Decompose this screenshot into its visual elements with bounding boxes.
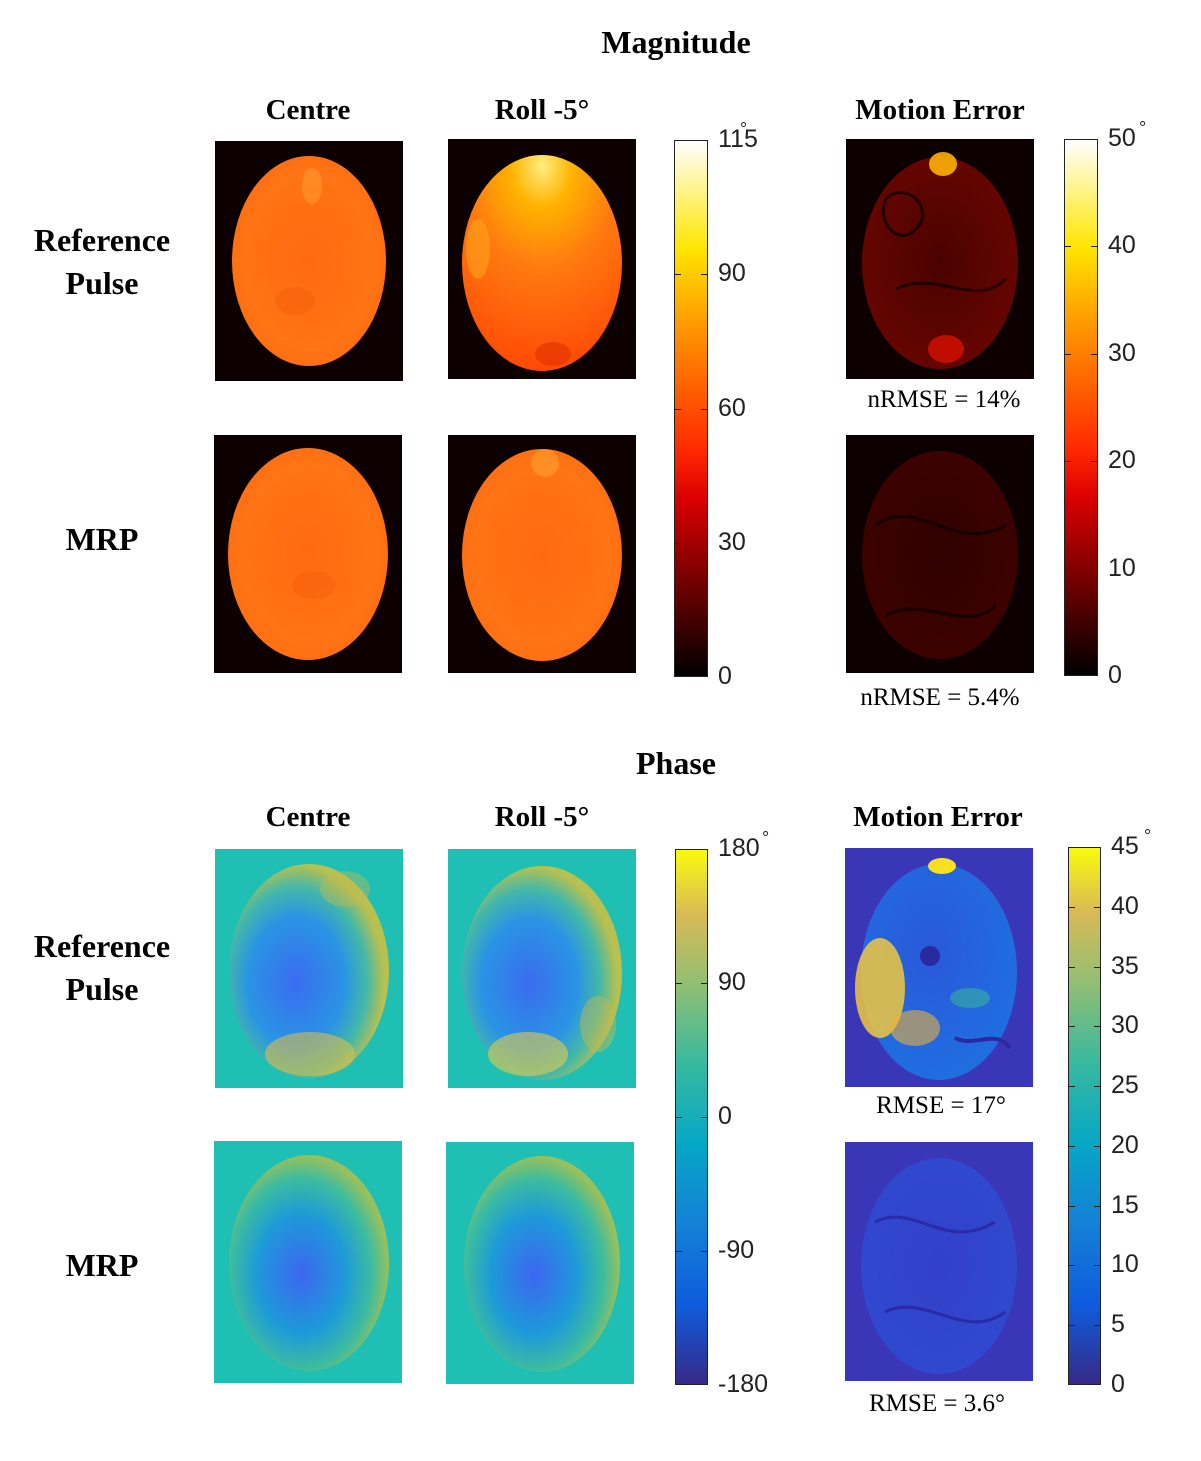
mag-error-colorbar-tick-mark <box>1091 461 1098 463</box>
phase-ref-error-map <box>845 848 1033 1087</box>
phase-error-colorbar-tick-mark <box>1094 906 1101 908</box>
phase-row-reference-pulse: Reference Pulse <box>33 928 171 1007</box>
phase-error-colorbar-tick-label: 35 <box>1111 951 1139 980</box>
mag-mrp-nrmse: nRMSE = 5.4% <box>860 684 1020 711</box>
phase-error-colorbar-tick-label: 5 <box>1111 1310 1125 1339</box>
phase-row-mrp: MRP <box>65 1247 139 1283</box>
mag-mrp-centre-map <box>214 435 402 673</box>
phase-error-colorbar-tick-mark <box>1094 1205 1101 1207</box>
phase-col-roll: Roll -5° <box>494 801 590 833</box>
phase-main-colorbar-tick-mark <box>675 1117 682 1118</box>
phase-error-colorbar-tick-mark <box>1068 1325 1075 1327</box>
phase-main-colorbar-tick-mark <box>701 1251 708 1252</box>
mag-main-colorbar-tick-mark <box>674 542 681 544</box>
mag-main-colorbar-tick-label: 30 <box>718 527 746 556</box>
phase-main-colorbar-tick-label: -90 <box>718 1236 755 1264</box>
phase-error-colorbar-tick-label: 10 <box>1111 1250 1139 1279</box>
phase-error-colorbar-tick-mark <box>1068 1086 1075 1088</box>
magnitude-title: Magnitude <box>601 24 751 60</box>
phase-error-colorbar-tick-label: 30 <box>1111 1011 1139 1040</box>
phase-error-colorbar-tick-mark <box>1094 1026 1101 1028</box>
mag-row-mrp: MRP <box>65 521 139 557</box>
mag-error-colorbar <box>1064 139 1098 676</box>
phase-mrp-error-map <box>845 1142 1033 1381</box>
phase-col-motion-error: Motion Error <box>853 801 1023 833</box>
mag-error-colorbar-tick-label: 50 <box>1108 124 1136 152</box>
mag-main-colorbar-tick-mark <box>674 274 681 276</box>
phase-error-colorbar-tick-mark <box>1068 1265 1075 1267</box>
mag-main-colorbar-tick-mark <box>701 274 708 276</box>
mag-error-colorbar-tick-label: 40 <box>1108 231 1136 260</box>
phase-error-colorbar-tick-mark <box>1068 1205 1075 1207</box>
mag-error-colorbar-tick-label: 30 <box>1108 338 1136 367</box>
phase-main-colorbar-tick-mark <box>675 983 682 984</box>
phase-col-centre: Centre <box>265 801 351 833</box>
phase-error-colorbar-tick-mark <box>1094 1325 1101 1327</box>
phase-mrp-roll-map <box>446 1142 634 1384</box>
mag-mrp-roll-map <box>448 435 636 673</box>
mag-col-motion-error: Motion Error <box>855 94 1025 126</box>
phase-main-colorbar-tick-mark <box>701 983 708 984</box>
mag-main-colorbar-tick-label: 60 <box>718 393 746 422</box>
mag-error-colorbar-tick-label: 0 <box>1108 661 1122 689</box>
phase-error-colorbar-tick-label: 40 <box>1111 891 1139 920</box>
mag-col-centre: Centre <box>265 94 351 126</box>
mag-error-colorbar-tick-mark <box>1091 353 1098 355</box>
phase-error-colorbar-tick-label: 45 <box>1111 832 1139 860</box>
phase-ref-centre-map <box>215 849 403 1088</box>
mag-error-colorbar-tick-label: 10 <box>1108 553 1136 582</box>
mag-error-colorbar-tick-mark <box>1064 568 1071 570</box>
mag-error-colorbar-tick-mark <box>1064 461 1071 463</box>
phase-error-colorbar-tick-mark <box>1068 906 1075 908</box>
mag-error-colorbar-tick-mark <box>1064 353 1071 355</box>
phase-main-colorbar-unit: ° <box>762 828 770 848</box>
phase-main-colorbar-tick-label: 90 <box>718 968 746 996</box>
mag-main-colorbar-tick-mark <box>674 408 681 410</box>
phase-error-colorbar <box>1068 847 1101 1385</box>
mag-error-colorbar-tick-mark <box>1091 568 1098 570</box>
phase-main-colorbar-tick-label: 180 <box>718 834 760 862</box>
phase-error-colorbar-tick-mark <box>1094 1145 1101 1147</box>
phase-ref-roll-map <box>448 849 636 1088</box>
phase-error-colorbar-tick-label: 25 <box>1111 1071 1139 1100</box>
mag-error-colorbar-unit: ° <box>1139 118 1147 138</box>
mag-ref-nrmse: nRMSE = 14% <box>867 386 1021 413</box>
mag-main-colorbar-unit: ° <box>740 119 748 139</box>
phase-error-colorbar-tick-label: 15 <box>1111 1190 1139 1219</box>
mag-error-colorbar-tick-label: 20 <box>1108 446 1136 475</box>
mag-error-colorbar-tick-mark <box>1091 246 1098 248</box>
phase-error-colorbar-tick-mark <box>1094 1265 1101 1267</box>
mag-row-reference-pulse: Reference Pulse <box>33 222 171 301</box>
phase-error-colorbar-tick-mark <box>1068 1026 1075 1028</box>
phase-error-colorbar-tick-label: 0 <box>1111 1370 1125 1398</box>
mag-mrp-error-map <box>846 435 1034 673</box>
phase-mrp-rmse: RMSE = 3.6° <box>869 1390 1005 1417</box>
mag-main-colorbar-tick-label: 115 <box>718 125 758 153</box>
phase-main-colorbar-tick-mark <box>701 1117 708 1118</box>
mag-main-colorbar-tick-label: 0 <box>718 662 732 690</box>
mag-main-colorbar-tick-mark <box>701 542 708 544</box>
mag-main-colorbar-tick-label: 90 <box>718 259 746 288</box>
phase-mrp-centre-map <box>214 1141 402 1383</box>
mag-main-colorbar-tick-mark <box>701 408 708 410</box>
phase-error-colorbar-tick-mark <box>1094 966 1101 968</box>
phase-error-colorbar-tick-mark <box>1094 1086 1101 1088</box>
phase-main-colorbar-tick-label: 0 <box>718 1102 732 1130</box>
phase-error-colorbar-unit: ° <box>1144 826 1152 846</box>
phase-error-colorbar-tick-mark <box>1068 966 1075 968</box>
mag-ref-error-map <box>846 139 1034 379</box>
phase-error-colorbar-tick-mark <box>1068 1145 1075 1147</box>
phase-title: Phase <box>636 745 716 781</box>
phase-main-colorbar-tick-label: -180 <box>718 1370 769 1398</box>
phase-error-colorbar-tick-label: 20 <box>1111 1130 1139 1159</box>
mag-error-colorbar-tick-mark <box>1064 246 1071 248</box>
phase-main-colorbar-tick-mark <box>675 1251 682 1252</box>
mag-ref-centre-map <box>215 141 403 381</box>
phase-ref-rmse: RMSE = 17° <box>876 1092 1006 1119</box>
mag-ref-roll-map <box>448 139 636 379</box>
mag-col-roll: Roll -5° <box>494 94 590 126</box>
